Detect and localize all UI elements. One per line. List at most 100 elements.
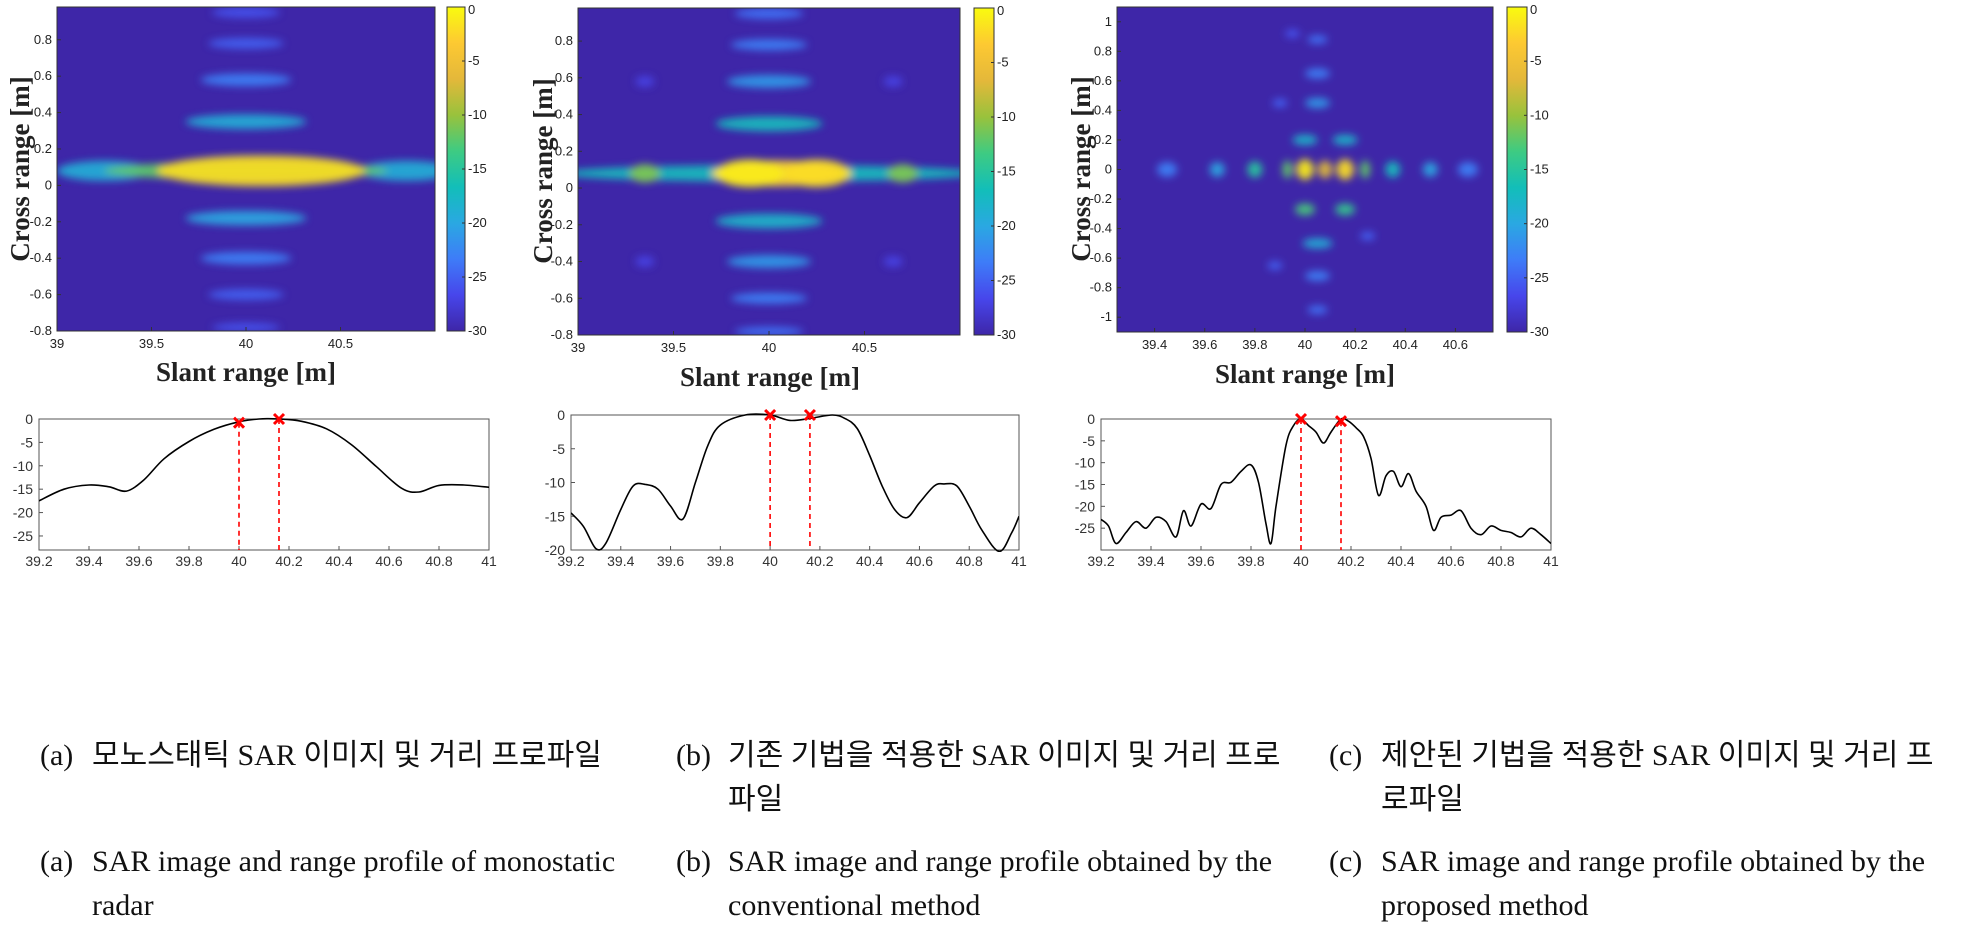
x-tick-label: 39	[50, 336, 64, 351]
y-tick-label: 0.8	[34, 32, 52, 47]
x-tick-label: 39.8	[1237, 553, 1264, 569]
caption-a-korean-label: (a)	[40, 739, 74, 772]
heatmap-blob	[200, 251, 292, 265]
x-tick-label: 40.6	[1437, 553, 1464, 569]
y-tick-label: 0.4	[34, 105, 52, 120]
x-axis-label: Slant range [m]	[156, 357, 336, 387]
heatmap-blob	[1305, 97, 1331, 109]
caption-c-english-label: (c)	[1329, 845, 1363, 878]
y-tick-label: 0.2	[555, 143, 573, 158]
caption-c-korean-label: (c)	[1329, 739, 1363, 772]
heatmap-blob	[629, 164, 661, 183]
x-tick-label: 39.4	[75, 553, 102, 569]
x-tick-label: 39.6	[1192, 337, 1217, 352]
colorbar-tick-label: -30	[997, 327, 1016, 342]
profile-panel-c-profile: 39.2 39.4 39.6 39.8 40 40.2 40.4 40.6 40.8 41 0 -5 -…	[1075, 411, 1559, 569]
y-tick-label: -15	[1075, 477, 1095, 493]
colorbar-tick-label: -10	[468, 107, 487, 122]
caption-a-korean-text: 모노스태틱 SAR 이미지 및 거리 프로파일	[92, 739, 602, 772]
heatmap-blob	[208, 37, 284, 49]
colorbar-tick-label: -15	[1530, 162, 1549, 177]
y-tick-label: 0.2	[34, 141, 52, 156]
heatmap-blob	[1360, 160, 1371, 179]
x-tick-label: 39.8	[175, 553, 202, 569]
peak-marker	[272, 412, 286, 426]
caption-c-english: (c) SAR image and range profile obtained…	[1329, 840, 1959, 928]
heatmap-blob	[1292, 134, 1318, 146]
caption-c-korean: (c) 제안된 기법을 적용한 SAR 이미지 및 거리 프로파일	[1329, 734, 1959, 822]
heatmap-blob	[1336, 159, 1354, 180]
x-tick-label: 40.4	[1393, 337, 1418, 352]
x-tick-label: 39.2	[1087, 553, 1114, 569]
x-tick-label: 39.4	[607, 553, 634, 569]
x-tick-label: 39.2	[25, 553, 52, 569]
x-tick-label: 40	[1293, 553, 1309, 569]
colorbar-tick-label: -10	[1530, 107, 1549, 122]
colorbar-tick-label: 0	[1530, 2, 1537, 17]
heatmap-blob	[715, 116, 823, 132]
y-tick-label: -10	[545, 475, 565, 491]
y-tick-label: -25	[13, 528, 33, 544]
y-axis-label: Cross range [m]	[1066, 76, 1096, 261]
heatmap-blobs	[578, 8, 960, 335]
y-tick-label: -0.8	[551, 327, 573, 342]
heatmap-blob	[734, 326, 804, 335]
y-tick-label: -0.6	[30, 287, 52, 302]
y-tick-label: -20	[13, 505, 33, 521]
y-tick-label: -0.4	[551, 254, 573, 269]
y-tick-label: -25	[1075, 520, 1095, 536]
colorbar-tick-label: 0	[468, 2, 475, 17]
heatmap-blob	[200, 73, 292, 87]
heatmap-blob	[1457, 162, 1478, 177]
heatmap-blob	[211, 7, 281, 18]
heatmap-blobs	[57, 7, 435, 331]
x-tick-label: 40	[231, 553, 247, 569]
heatmap-blob	[730, 292, 808, 304]
y-tick-label: 0.8	[1094, 43, 1112, 58]
heatmap-blob	[1296, 159, 1314, 180]
x-tick-label: 39.4	[1137, 553, 1164, 569]
y-tick-label: -20	[545, 542, 565, 558]
x-tick-label: 40.2	[806, 553, 833, 569]
x-axis-label: Slant range [m]	[680, 362, 860, 392]
colorbar-tick-label: -20	[997, 218, 1016, 233]
heatmap-blob	[185, 210, 307, 226]
y-tick-label: 0	[45, 177, 52, 192]
heatmap-blobs	[1157, 29, 1478, 315]
x-tick-label: 40.4	[856, 553, 883, 569]
heatmap-blob	[883, 256, 903, 268]
x-tick-label: 40.8	[1487, 553, 1514, 569]
caption-c-korean-text: 제안된 기법을 적용한 SAR 이미지 및 거리 프로파일	[1381, 739, 1934, 816]
x-tick-label: 40.2	[1342, 337, 1367, 352]
heatmap-blob	[730, 39, 808, 51]
x-tick-label: 40	[1298, 337, 1312, 352]
x-tick-label: 40.2	[1337, 553, 1364, 569]
caption-b-english: (b) SAR image and range profile obtained…	[676, 840, 1296, 928]
caption-b-korean-label: (b)	[676, 739, 711, 772]
colorbar-tick-label: -5	[1530, 53, 1542, 68]
x-tick-label: 39.6	[1187, 553, 1214, 569]
heatmap-blob	[635, 256, 655, 268]
colorbar-tick-label: -15	[468, 161, 487, 176]
y-tick-label: 0	[1105, 162, 1112, 177]
y-tick-label: -10	[1075, 455, 1095, 471]
heatmap-blob	[782, 159, 852, 188]
x-tick-label: 40	[762, 553, 778, 569]
x-tick-label: 40	[762, 340, 776, 355]
y-tick-label: -15	[13, 481, 33, 497]
peak-marker	[1294, 412, 1308, 426]
x-tick-label: 39.4	[1142, 337, 1167, 352]
heatmap-blob	[726, 255, 812, 268]
heatmap-blob	[1157, 162, 1178, 177]
y-tick-label: 0.4	[1094, 102, 1112, 117]
heatmap-blob	[1307, 35, 1328, 44]
x-tick-label: 39.8	[1242, 337, 1267, 352]
x-tick-label: 39.5	[661, 340, 686, 355]
heatmap-blob	[359, 160, 435, 181]
caption-b-korean: (b) 기존 기법을 적용한 SAR 이미지 및 거리 프로파일	[676, 734, 1296, 822]
heatmap-blob	[1422, 162, 1438, 177]
heatmap-blob	[1305, 270, 1331, 282]
x-tick-label: 40	[239, 336, 253, 351]
heatmap-blob	[1385, 161, 1401, 178]
